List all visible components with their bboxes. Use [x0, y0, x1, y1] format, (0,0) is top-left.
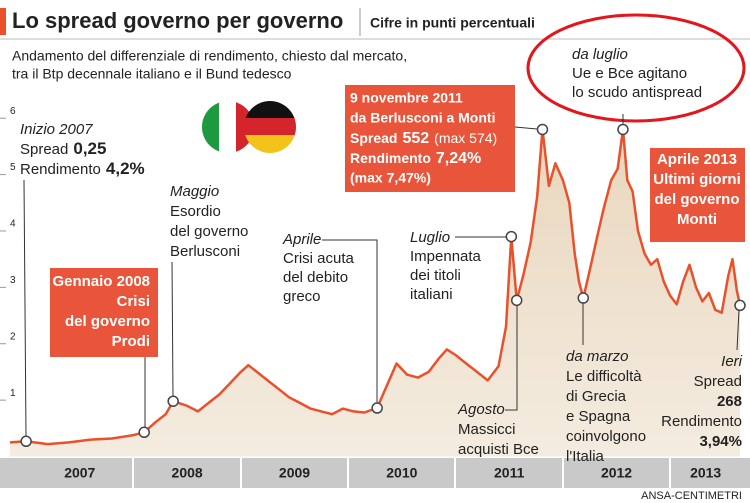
- annotation-text: Ultimi giorni: [653, 171, 741, 188]
- annotation-text: Impennata: [410, 248, 482, 265]
- year-dividers: [132, 458, 671, 488]
- annotation-text: Ieri: [721, 353, 743, 370]
- annotation-segment: 552: [402, 130, 429, 147]
- annotation-text: dei titoli: [410, 267, 461, 284]
- annotation-text: e Spagna: [566, 408, 631, 425]
- annotation-text: del debito: [283, 269, 348, 286]
- annotation-text: italiani: [410, 286, 453, 303]
- x-tick-label: 2011: [494, 465, 525, 481]
- x-axis-band: [0, 458, 750, 488]
- annotation-segment: Rendimento: [350, 150, 431, 166]
- x-tick-label: 2009: [279, 465, 310, 481]
- annotation-text: (max 7,47%): [350, 170, 431, 186]
- annotation-text: Maggio: [170, 183, 219, 200]
- annotation-text: 268: [717, 393, 742, 410]
- annotation-text: l'Italia: [566, 448, 605, 465]
- y-tick-label: 2: [10, 331, 16, 342]
- annotation-text: Berlusconi: [170, 243, 240, 260]
- annotation-box: [345, 85, 515, 192]
- point-marker: [510, 294, 523, 307]
- annotation-segment: Spread: [20, 141, 68, 158]
- annotation-text: da luglio: [572, 46, 628, 63]
- point-marker: [371, 402, 383, 414]
- point-marker: [536, 123, 549, 136]
- description: tra il Btp decennale italiano e il Bund …: [12, 66, 292, 82]
- point-marker: [734, 299, 746, 312]
- annotation-text: Aprile 2013: [657, 151, 737, 168]
- area: [10, 129, 740, 457]
- x-tick-label: 2013: [690, 465, 721, 481]
- annotation-text: Esordio: [170, 203, 221, 220]
- annotation-text: 3,94%: [699, 433, 742, 450]
- y-tick-label: 1: [10, 388, 16, 399]
- annotation-text: Ue e Bce agitano: [572, 65, 687, 82]
- chart-title: Lo spread governo per governo: [12, 8, 343, 33]
- annotation-text: Gennaio 2008: [52, 273, 150, 290]
- description: Andamento del differenziale di rendiment…: [12, 48, 407, 64]
- annotation-text: Luglio: [410, 229, 450, 246]
- spread-line: [9, 128, 742, 446]
- point-marker: [577, 292, 590, 304]
- header-accent: [0, 8, 6, 35]
- annotation-text: Crisi acuta: [283, 250, 355, 267]
- annotation-text: Monti: [677, 211, 717, 228]
- highlight-ellipse: [526, 13, 746, 123]
- y-tick-label: 5: [10, 162, 16, 173]
- annotation-text: Crisi: [117, 293, 150, 310]
- plot-area: 1 2 3 4 5 6: [0, 106, 740, 457]
- point-marker: [167, 395, 179, 407]
- annotation-text: Rendimento 7,24%: [350, 150, 481, 168]
- annotation-text: Aprile: [282, 231, 321, 248]
- annotation-text: di Grecia: [566, 388, 627, 405]
- annotation-text: Rendimento: [661, 413, 742, 430]
- annotation-text: da marzo: [566, 348, 629, 365]
- leader-lines: [23, 114, 740, 437]
- annotation-box: [650, 148, 745, 242]
- y-tick-label: 4: [10, 219, 16, 230]
- x-tick-label: 2010: [386, 465, 417, 481]
- annotation-text: 9 novembre 2011: [350, 90, 463, 106]
- flag-germany: [244, 101, 296, 153]
- annotation-text: Inizio 2007: [20, 121, 93, 138]
- y-tick-label: 3: [10, 275, 16, 286]
- annotation-text: lo scudo antispread: [572, 84, 702, 101]
- annotation-text: Agosto: [457, 401, 505, 418]
- source: ANSA-CENTIMETRI: [641, 490, 742, 502]
- annotation-text: Rendimento 4,2%: [20, 159, 145, 178]
- annotation-text: acquisti Bce: [458, 441, 539, 458]
- annotation-segment: Spread: [350, 130, 397, 146]
- annotation-text: coinvolgono: [566, 428, 646, 445]
- chart-subtitle: Cifre in punti percentuali: [370, 15, 535, 31]
- annotation-segment: 0,25: [73, 139, 106, 158]
- annotation-text: del governo: [654, 191, 739, 208]
- point-marker: [617, 123, 629, 136]
- x-tick-label: 2012: [601, 465, 632, 481]
- annotation-segment: 7,24%: [436, 150, 481, 167]
- annotation-segment: (max 574): [434, 130, 497, 146]
- x-tick-label: 2007: [64, 465, 95, 481]
- annotation-text: Spread: [694, 373, 742, 390]
- annotation-text: da Berlusconi a Monti: [350, 110, 495, 126]
- point-marker: [20, 435, 32, 448]
- annotation-text: del governo: [65, 313, 150, 330]
- y-tick-label: 6: [10, 106, 16, 117]
- annotation-text: Le difficoltà: [566, 368, 642, 385]
- x-tick-label: 2008: [172, 465, 203, 481]
- annotation-text: greco: [283, 288, 321, 305]
- annotation-text: del governo: [170, 223, 248, 240]
- annotation-text: Spread 0,25: [20, 139, 106, 158]
- annotation-box: [50, 268, 158, 357]
- annotation-text: Massicci: [458, 421, 516, 438]
- annotation-text: Spread 552 (max 574): [350, 130, 497, 148]
- annotation-segment: 4,2%: [106, 159, 145, 178]
- annotation-text: Prodi: [112, 333, 150, 350]
- point-marker: [138, 426, 150, 439]
- annotation-segment: Rendimento: [20, 161, 101, 178]
- point-marker: [505, 230, 518, 243]
